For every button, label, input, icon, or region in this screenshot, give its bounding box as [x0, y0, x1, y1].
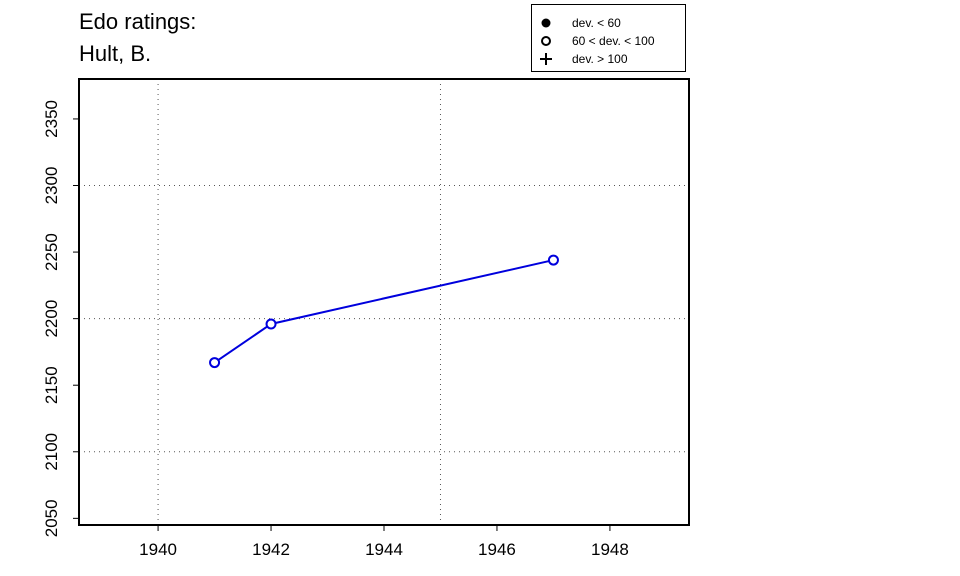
data-point — [547, 254, 559, 266]
y-tick-label: 2050 — [42, 499, 61, 537]
grid — [79, 79, 689, 525]
data-point — [209, 357, 221, 369]
data-point — [265, 318, 277, 330]
x-tick-label: 1942 — [252, 540, 290, 559]
axes: 1940 1942 1944 1946 1948 2050 2100 2150 2200 2250… — [42, 100, 629, 559]
legend-item-filled: dev. < 60 — [532, 14, 685, 32]
legend-item-open: 60 < dev. < 100 — [532, 32, 685, 50]
x-tick-label: 1944 — [365, 540, 403, 559]
y-tick-label: 2100 — [42, 433, 61, 471]
series — [209, 254, 559, 369]
x-tick-label: 1946 — [478, 540, 516, 559]
legend-label: 60 < dev. < 100 — [572, 34, 655, 48]
y-tick-label: 2300 — [42, 167, 61, 205]
legend: dev. < 60 60 < dev. < 100 dev. > 100 — [531, 4, 686, 72]
y-tick-label: 2150 — [42, 366, 61, 404]
y-tick-label: 2250 — [42, 233, 61, 271]
legend-label: dev. > 100 — [572, 52, 628, 66]
filled-circle-icon — [541, 18, 551, 28]
plus-icon — [540, 53, 552, 65]
plot-frame — [78, 78, 690, 526]
x-tick-label: 1940 — [139, 540, 177, 559]
legend-label: dev. < 60 — [572, 16, 621, 30]
x-tick-label: 1948 — [591, 540, 629, 559]
y-tick-label: 2350 — [42, 100, 61, 138]
chart-title-line1: Edo ratings: — [79, 9, 197, 34]
y-tick-label: 2200 — [42, 300, 61, 338]
series-line — [213, 259, 554, 364]
open-circle-icon — [541, 36, 551, 46]
legend-item-plus: dev. > 100 — [532, 50, 685, 68]
chart-title-line2: Hult, B. — [79, 41, 152, 66]
